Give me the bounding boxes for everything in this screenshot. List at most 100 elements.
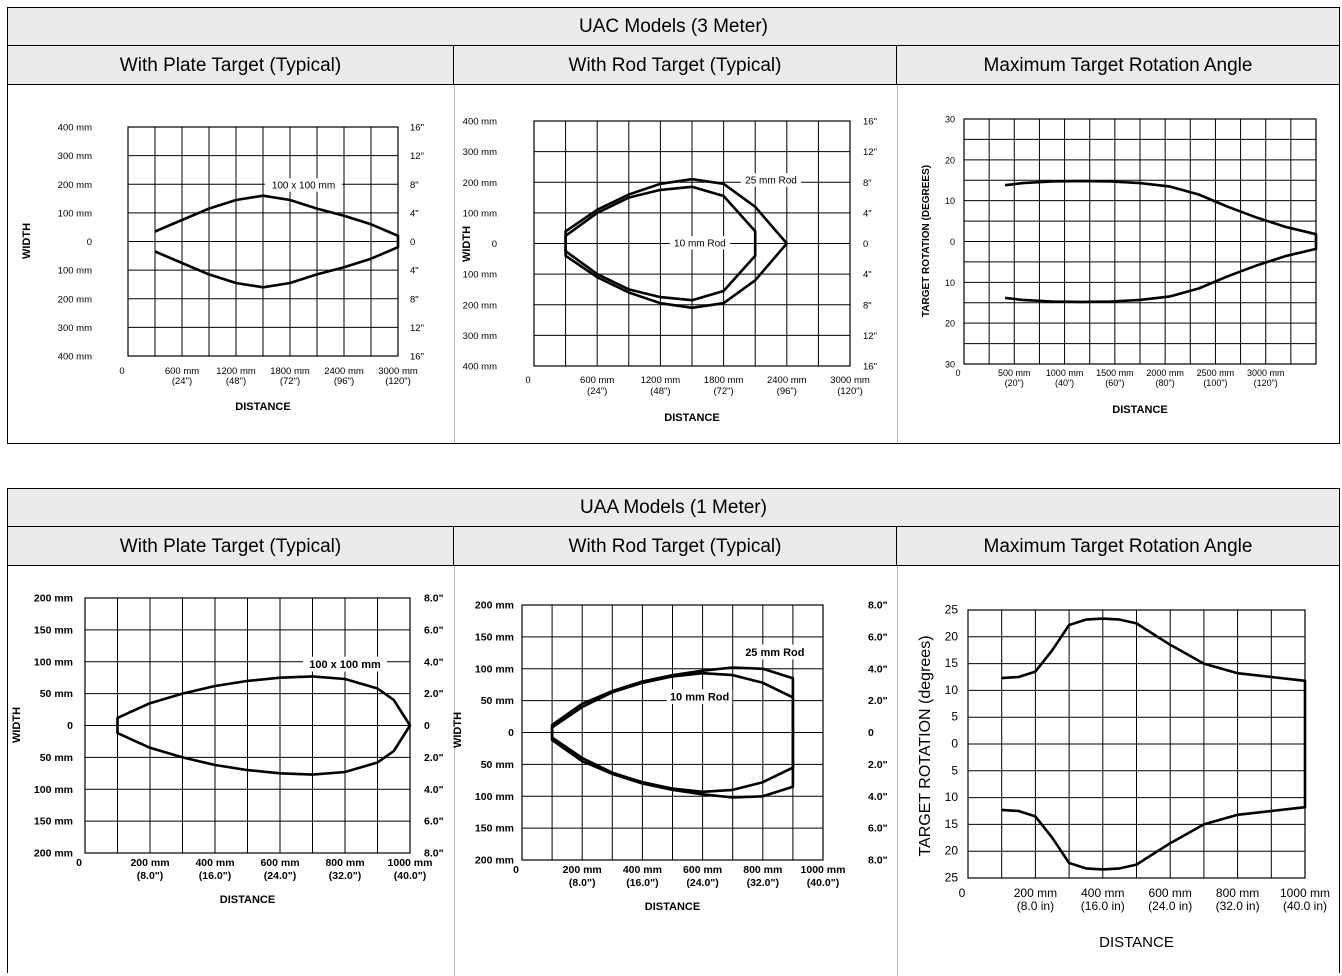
x-tick-label: 0: [525, 375, 530, 386]
x-tick-sublabel: (40.0"): [807, 877, 839, 889]
y-tick-label-right: 8.0": [868, 855, 888, 867]
x-tick-sublabel: (24"): [172, 376, 192, 387]
x-tick-label: 800 mm: [743, 864, 782, 876]
x-tick-sublabel: (32.0"): [747, 877, 779, 889]
x-tick-sublabel: (32.0 in): [1216, 899, 1260, 913]
annotation-bg: [669, 236, 731, 250]
y-axis-label: TARGET ROTATION (degrees): [917, 635, 934, 856]
x-tick-label: 1000 mm: [1046, 368, 1084, 378]
chart-0-grid: [127, 126, 399, 357]
y-tick-label-left: 200 mm: [58, 294, 92, 305]
y-axis-label: WIDTH: [452, 712, 464, 748]
series-25-mm-rod-line: [564, 177, 789, 310]
chart-0: 400 mm 300 mm 200 mm 100 mm 0 100 mm 200 mm 300…: [21, 123, 424, 414]
y-tick-label-left: 200 mm: [34, 593, 73, 605]
series-envelope-line: [1004, 179, 1318, 304]
y-tick-label-right: 8.0": [424, 593, 444, 605]
x-tick-label: 400 mm: [623, 864, 662, 876]
x-tick-sublabel: (24.0"): [264, 870, 296, 882]
y-tick-label-left: 150 mm: [34, 624, 73, 636]
annotation-label: 10 mm Rod: [670, 692, 729, 704]
y-tick-label-right: 6.0": [868, 823, 888, 835]
y-tick-label-left: 200 mm: [58, 180, 92, 191]
uac-section-title: UAC Models (3 Meter): [8, 8, 1339, 46]
x-tick-label: 600 mm: [683, 864, 722, 876]
y-tick-label-left: 300 mm: [58, 323, 92, 334]
uac-col-divider-1: [454, 85, 455, 443]
x-tick-label: 400 mm: [195, 857, 234, 869]
chart-4-grid: [521, 604, 824, 861]
y-tick-label-right: 0: [410, 237, 415, 248]
x-tick-label: 0: [513, 864, 519, 876]
y-tick-label-left: 5: [951, 710, 958, 724]
uaa-section: UAA Models (1 Meter) With Plate Target (…: [7, 488, 1340, 976]
x-tick-label: 0: [955, 368, 960, 378]
y-tick-label-left: 20: [945, 155, 955, 165]
y-tick-label-left: 20: [945, 629, 959, 643]
y-tick-label-right: 8.0": [868, 600, 888, 612]
chart-3: 200 mm 150 mm 100 mm 50 mm 0 50 mm 100 mm 150 m…: [11, 593, 444, 907]
y-tick-label-left: 100 mm: [463, 208, 497, 219]
y-tick-label-left: 10: [945, 278, 955, 288]
y-tick-label-left: 100 mm: [58, 208, 92, 219]
annotation-label: 25 mm Rod: [745, 647, 804, 659]
plot-frame: [521, 604, 824, 861]
annotation-bg: [742, 644, 808, 660]
y-tick-label-left: 300 mm: [58, 151, 92, 162]
x-tick-label: 1800 mm: [270, 366, 310, 377]
x-tick-sublabel: (8.0"): [569, 877, 596, 889]
x-tick-sublabel: (96"): [777, 386, 797, 397]
y-tick-label-right: 2.0": [868, 695, 888, 707]
x-tick-label: 1200 mm: [641, 375, 681, 386]
x-tick-sublabel: (8.0 in): [1017, 899, 1054, 913]
x-tick-sublabel: (48"): [650, 386, 670, 397]
uac-section: UAC Models (3 Meter) With Plate Target (…: [7, 7, 1340, 444]
x-axis-label: DISTANCE: [235, 401, 290, 413]
y-tick-label-left: 50 mm: [40, 688, 73, 700]
x-tick-sublabel: (24"): [587, 386, 607, 397]
x-axis-label: DISTANCE: [220, 894, 275, 906]
y-tick-label-right: 16": [410, 123, 424, 134]
y-tick-label-left: 100 mm: [34, 784, 73, 796]
y-tick-label-left: 200 mm: [475, 600, 514, 612]
y-tick-label-left: 50 mm: [481, 695, 514, 707]
x-tick-label: 1200 mm: [216, 366, 256, 377]
uac-col-divider-2: [897, 85, 898, 443]
x-tick-sublabel: (20"): [1005, 378, 1024, 388]
y-axis-label: TARGET ROTATION (DEGREES): [921, 165, 932, 317]
x-tick-label: 0: [76, 857, 82, 869]
series-100-x-100-mm-line: [154, 194, 400, 289]
chart-1: 400 mm 300 mm 200 mm 100 mm 0 100 mm 200 mm 300…: [461, 117, 877, 425]
x-tick-label: 2400 mm: [767, 375, 807, 386]
uac-col-rotation-header: Maximum Target Rotation Angle: [897, 46, 1339, 85]
y-tick-label-right: 16": [410, 352, 424, 363]
y-tick-label-left: 20: [945, 319, 955, 329]
y-tick-label-left: 400 mm: [58, 352, 92, 363]
x-tick-label: 400 mm: [1081, 886, 1124, 900]
uaa-col-divider-2: [897, 566, 898, 976]
x-tick-sublabel: (8.0"): [137, 870, 164, 882]
y-tick-label-right: 4": [863, 270, 872, 281]
y-tick-label-left: 10: [945, 790, 959, 804]
x-tick-label: 500 mm: [998, 368, 1031, 378]
x-tick-sublabel: (120"): [837, 386, 863, 397]
uac-col-rod-header: With Rod Target (Typical): [454, 46, 897, 85]
y-tick-label-left: 0: [951, 737, 958, 751]
x-tick-label: 2500 mm: [1197, 368, 1235, 378]
y-tick-label-left: 300 mm: [463, 331, 497, 342]
y-tick-label-left: 10: [945, 196, 955, 206]
y-tick-label-right: 12": [410, 151, 424, 162]
y-tick-label-left: 25: [945, 603, 959, 617]
x-tick-sublabel: (60"): [1105, 378, 1124, 388]
y-tick-label-left: 100 mm: [463, 270, 497, 281]
y-tick-label-right: 4.0": [868, 791, 888, 803]
y-tick-label-right: 0: [424, 720, 430, 732]
y-tick-label-right: 12": [863, 147, 877, 158]
x-tick-sublabel: (40"): [1055, 378, 1074, 388]
x-tick-sublabel: (120"): [385, 376, 411, 387]
y-tick-label-right: 2.0": [424, 688, 444, 700]
y-tick-label-left: 5: [951, 763, 958, 777]
x-tick-sublabel: (100"): [1203, 378, 1227, 388]
